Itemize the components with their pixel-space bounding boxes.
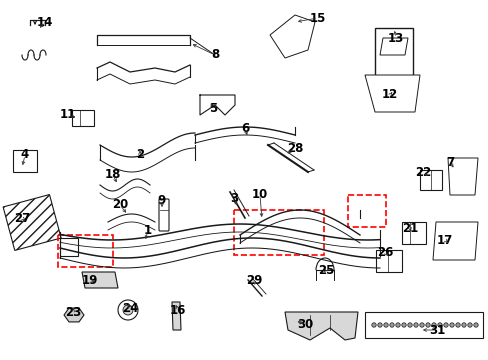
Circle shape	[383, 323, 387, 327]
Bar	[234, 210, 324, 255]
Text: 4: 4	[21, 148, 29, 162]
Circle shape	[371, 323, 375, 327]
Text: 26: 26	[376, 246, 392, 258]
Text: 31: 31	[428, 324, 444, 337]
Bar	[347, 195, 385, 227]
Polygon shape	[364, 75, 419, 112]
Text: 11: 11	[60, 108, 76, 122]
Bar	[58, 235, 113, 267]
Text: 9: 9	[158, 194, 166, 207]
Text: 13: 13	[387, 31, 403, 45]
Text: 12: 12	[381, 89, 397, 102]
Text: 23: 23	[65, 306, 81, 319]
Text: 14: 14	[37, 15, 53, 28]
Polygon shape	[285, 312, 357, 340]
Text: 6: 6	[241, 122, 248, 135]
Text: 8: 8	[210, 49, 219, 62]
Circle shape	[467, 323, 471, 327]
Text: 20: 20	[112, 198, 128, 211]
Polygon shape	[447, 158, 477, 195]
Text: 28: 28	[286, 141, 303, 154]
Text: 10: 10	[251, 189, 267, 202]
Circle shape	[123, 305, 133, 315]
Text: 25: 25	[317, 264, 333, 276]
Text: 1: 1	[143, 224, 152, 237]
Circle shape	[118, 300, 138, 320]
Circle shape	[473, 323, 477, 327]
Text: 22: 22	[414, 166, 430, 179]
Polygon shape	[432, 222, 477, 260]
Bar	[364, 312, 482, 338]
Polygon shape	[64, 308, 84, 322]
Bar	[401, 222, 425, 244]
Circle shape	[413, 323, 417, 327]
Polygon shape	[82, 272, 118, 288]
Text: 27: 27	[14, 211, 30, 225]
Bar	[60, 238, 78, 256]
Text: 17: 17	[436, 234, 452, 247]
Circle shape	[389, 323, 393, 327]
Circle shape	[449, 323, 453, 327]
Text: 21: 21	[401, 221, 417, 234]
Polygon shape	[269, 15, 314, 58]
Text: 29: 29	[245, 274, 262, 287]
Text: 19: 19	[81, 274, 98, 287]
Bar	[375, 250, 401, 272]
Circle shape	[395, 323, 399, 327]
Text: 15: 15	[309, 12, 325, 24]
Circle shape	[431, 323, 435, 327]
Polygon shape	[379, 38, 407, 55]
Bar	[3, 194, 61, 251]
Circle shape	[419, 323, 423, 327]
Bar	[419, 170, 441, 190]
Text: 16: 16	[169, 303, 186, 316]
Text: 5: 5	[208, 102, 217, 114]
Text: 2: 2	[136, 148, 144, 162]
Circle shape	[437, 323, 441, 327]
Circle shape	[443, 323, 447, 327]
Circle shape	[407, 323, 411, 327]
Circle shape	[377, 323, 382, 327]
Bar	[374, 28, 412, 90]
FancyBboxPatch shape	[159, 199, 169, 231]
Circle shape	[461, 323, 465, 327]
Circle shape	[455, 323, 459, 327]
Text: 7: 7	[445, 156, 453, 168]
Circle shape	[425, 323, 429, 327]
Polygon shape	[172, 302, 181, 330]
Bar	[72, 110, 94, 126]
Circle shape	[401, 323, 406, 327]
Text: 24: 24	[122, 302, 138, 315]
Text: 30: 30	[296, 319, 312, 332]
Text: 3: 3	[229, 192, 238, 204]
Text: 18: 18	[104, 168, 121, 181]
Bar	[13, 150, 37, 172]
